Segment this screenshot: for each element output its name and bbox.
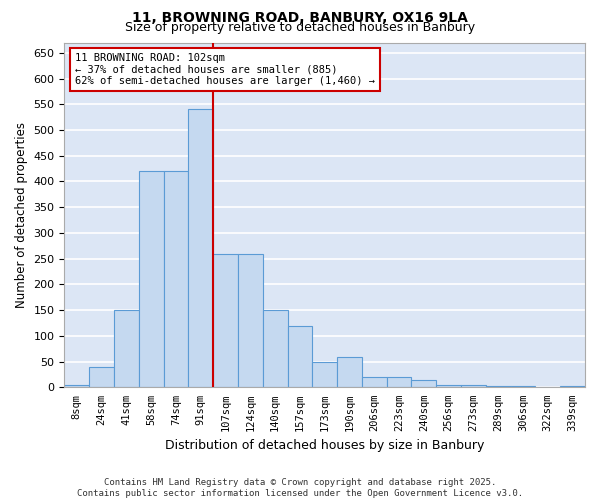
Bar: [213, 254, 238, 388]
Bar: [362, 377, 386, 388]
Bar: [461, 385, 486, 388]
Bar: [89, 367, 114, 388]
X-axis label: Distribution of detached houses by size in Banbury: Distribution of detached houses by size …: [165, 440, 484, 452]
Bar: [139, 171, 164, 388]
Text: 11 BROWNING ROAD: 102sqm
← 37% of detached houses are smaller (885)
62% of semi-: 11 BROWNING ROAD: 102sqm ← 37% of detach…: [75, 53, 375, 86]
Bar: [436, 385, 461, 388]
Bar: [164, 171, 188, 388]
Bar: [511, 386, 535, 388]
Bar: [188, 110, 213, 388]
Text: Contains HM Land Registry data © Crown copyright and database right 2025.
Contai: Contains HM Land Registry data © Crown c…: [77, 478, 523, 498]
Bar: [412, 380, 436, 388]
Bar: [386, 377, 412, 388]
Text: Size of property relative to detached houses in Banbury: Size of property relative to detached ho…: [125, 22, 475, 35]
Y-axis label: Number of detached properties: Number of detached properties: [15, 122, 28, 308]
Bar: [64, 385, 89, 388]
Bar: [287, 326, 313, 388]
Bar: [486, 386, 511, 388]
Bar: [560, 386, 585, 388]
Bar: [114, 310, 139, 388]
Bar: [263, 310, 287, 388]
Bar: [238, 254, 263, 388]
Text: 11, BROWNING ROAD, BANBURY, OX16 9LA: 11, BROWNING ROAD, BANBURY, OX16 9LA: [132, 11, 468, 25]
Bar: [337, 356, 362, 388]
Bar: [313, 362, 337, 388]
